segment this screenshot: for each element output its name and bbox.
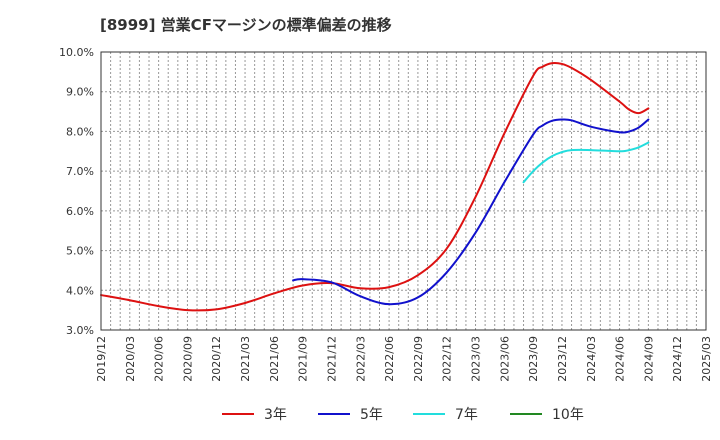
series-line-7年 <box>522 141 650 184</box>
legend-item: 10年 <box>510 407 584 423</box>
x-tick-label: 2023/12 <box>556 336 569 382</box>
x-tick-label: 2022/06 <box>383 336 396 382</box>
x-tick-label: 2020/03 <box>124 336 137 382</box>
legend-item: 5年 <box>318 407 383 423</box>
y-axis-ticks: 3.0% 4.0% 5.0% 6.0% 7.0% 8.0% 9.0% 10.0% <box>59 46 94 337</box>
x-tick-label: 2024/06 <box>614 336 627 382</box>
series-line-3年 <box>100 61 650 312</box>
series-lines <box>100 61 650 312</box>
legend-label: 3年 <box>264 407 287 423</box>
legend-item: 3年 <box>222 407 287 423</box>
x-tick-label: 2024/03 <box>585 336 598 382</box>
x-tick-label: 2020/06 <box>153 336 166 382</box>
x-tick-label: 2021/09 <box>297 336 310 382</box>
grid <box>101 52 706 330</box>
x-tick-label: 2020/09 <box>181 336 194 382</box>
x-tick-label: 2022/03 <box>354 336 367 382</box>
x-tick-label: 2023/09 <box>527 336 540 382</box>
x-tick-label: 2024/09 <box>642 336 655 382</box>
x-tick-label: 2021/06 <box>268 336 281 382</box>
x-tick-label: 2023/03 <box>470 336 483 382</box>
series-line-5年 <box>292 118 650 306</box>
x-tick-label: 2024/12 <box>671 336 684 382</box>
x-axis-ticks: 2019/12 2020/03 2020/06 2020/09 2020/12 2021/… <box>95 336 713 382</box>
y-tick-label: 3.0% <box>66 324 94 337</box>
y-tick-label: 7.0% <box>66 165 94 178</box>
x-tick-label: 2022/09 <box>412 336 425 382</box>
y-tick-label: 4.0% <box>66 284 94 297</box>
legend-label: 5年 <box>360 407 383 423</box>
plot-frame <box>100 51 707 331</box>
chart-title: [8999] 営業CFマージンの標準偏差の推移 <box>100 16 392 34</box>
x-tick-label: 2019/12 <box>95 336 108 382</box>
y-tick-label: 5.0% <box>66 245 94 258</box>
plot-border <box>100 51 707 331</box>
legend-label: 7年 <box>455 407 478 423</box>
y-tick-label: 6.0% <box>66 205 94 218</box>
x-tick-label: 2022/12 <box>441 336 454 382</box>
x-tick-label: 2021/12 <box>325 336 338 382</box>
legend-label: 10年 <box>552 407 584 423</box>
x-tick-label: 2023/06 <box>498 336 511 382</box>
legend: 3年 5年 7年 10年 <box>222 407 584 423</box>
x-tick-label: 2021/03 <box>239 336 252 382</box>
y-tick-label: 8.0% <box>66 125 94 138</box>
x-tick-label: 2020/12 <box>210 336 223 382</box>
y-tick-label: 9.0% <box>66 86 94 99</box>
x-tick-label: 2025/03 <box>700 336 713 382</box>
y-tick-label: 10.0% <box>59 46 94 59</box>
legend-item: 7年 <box>413 407 478 423</box>
